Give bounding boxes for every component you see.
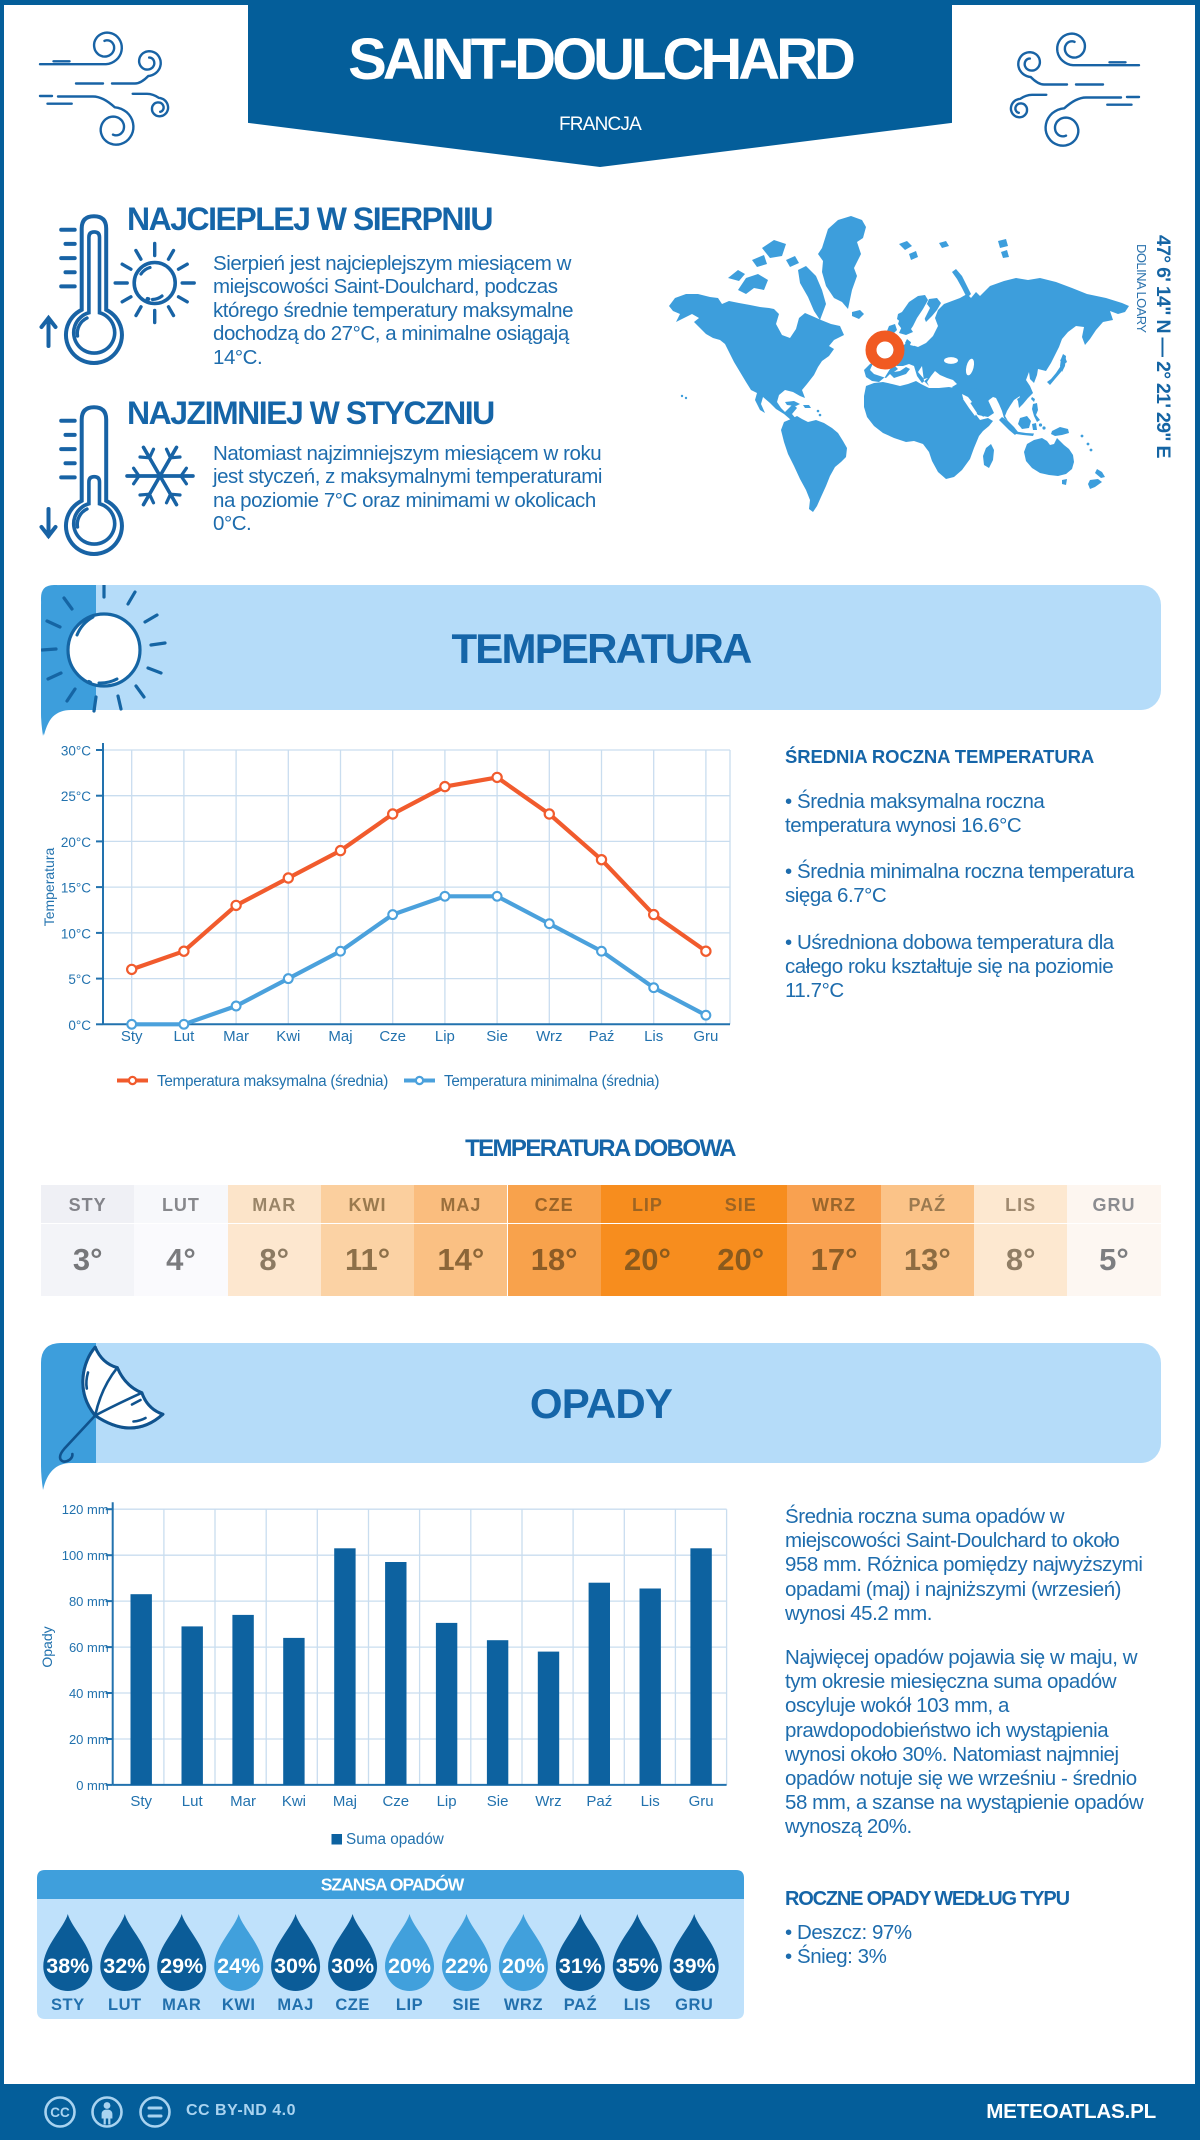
svg-text:KWI: KWI [222,1996,256,2014]
svg-text:Mar: Mar [230,1793,256,1810]
svg-text:LIS: LIS [624,1996,651,2014]
svg-text:40 mm: 40 mm [69,1686,109,1701]
svg-text:Paź: Paź [589,1028,615,1045]
svg-text:32%: 32% [103,1954,146,1978]
svg-text:TEMPERATURA: TEMPERATURA [451,625,752,672]
svg-text:0°C: 0°C [68,1018,91,1033]
svg-text:30%: 30% [331,1954,374,1978]
svg-text:Gru: Gru [689,1793,714,1810]
svg-text:MAJ: MAJ [277,1996,313,2014]
svg-text:10°C: 10°C [61,926,91,941]
svg-text:24%: 24% [217,1954,260,1978]
svg-text:Sie: Sie [487,1793,509,1810]
svg-text:Kwi: Kwi [282,1793,306,1810]
svg-text:0 mm: 0 mm [76,1778,109,1793]
svg-text:20%: 20% [388,1954,431,1978]
svg-text:Temperatura: Temperatura [41,847,57,926]
svg-text:LIP: LIP [396,1996,423,2014]
svg-text:LUT: LUT [108,1996,142,2014]
svg-text:5°C: 5°C [68,972,91,987]
svg-text:20%: 20% [502,1954,545,1978]
svg-text:38%: 38% [46,1954,89,1978]
svg-text:Opady: Opady [40,1626,55,1667]
svg-text:Cze: Cze [379,1028,406,1045]
svg-text:PAŹ: PAŹ [564,1995,597,2014]
svg-text:29%: 29% [160,1954,203,1978]
svg-text:Lis: Lis [641,1793,660,1810]
svg-text:WRZ: WRZ [504,1996,543,2014]
svg-text:120 mm: 120 mm [62,1502,109,1517]
svg-text:Suma opadów: Suma opadów [346,1831,445,1848]
svg-text:Kwi: Kwi [276,1028,300,1045]
svg-text:25°C: 25°C [61,789,91,804]
svg-text:GRU: GRU [675,1996,713,2014]
svg-text:STY: STY [51,1996,85,2014]
svg-text:SZANSA OPADÓW: SZANSA OPADÓW [321,1874,465,1895]
svg-text:Maj: Maj [328,1028,352,1045]
svg-text:Temperatura minimalna (średnia: Temperatura minimalna (średnia) [444,1073,659,1090]
svg-text:Mar: Mar [223,1028,249,1045]
svg-text:Wrz: Wrz [535,1793,561,1810]
svg-text:Sty: Sty [121,1028,143,1045]
svg-text:Sie: Sie [486,1028,508,1045]
svg-text:Wrz: Wrz [536,1028,562,1045]
svg-text:30°C: 30°C [61,744,91,759]
svg-text:31%: 31% [559,1954,602,1978]
svg-text:SIE: SIE [452,1996,480,2014]
svg-text:Cze: Cze [382,1793,409,1810]
svg-text:OPADY: OPADY [530,1380,673,1427]
svg-text:Lut: Lut [173,1028,195,1045]
svg-text:MAR: MAR [162,1996,201,2014]
svg-text:20°C: 20°C [61,835,91,850]
svg-text:22%: 22% [445,1954,488,1978]
svg-text:Paź: Paź [586,1793,612,1810]
svg-text:Lis: Lis [644,1028,663,1045]
svg-text:Lut: Lut [182,1793,204,1810]
svg-text:30%: 30% [274,1954,317,1978]
svg-text:35%: 35% [616,1954,659,1978]
svg-text:Temperatura maksymalna (średni: Temperatura maksymalna (średnia) [157,1073,388,1090]
svg-text:20 mm: 20 mm [69,1732,109,1747]
svg-text:60 mm: 60 mm [69,1640,109,1655]
svg-text:CZE: CZE [335,1996,370,2014]
svg-text:Maj: Maj [333,1793,357,1810]
svg-text:100 mm: 100 mm [62,1548,109,1563]
svg-text:Lip: Lip [435,1028,455,1045]
svg-text:Lip: Lip [437,1793,457,1810]
svg-text:Sty: Sty [130,1793,152,1810]
svg-text:15°C: 15°C [61,881,91,896]
svg-text:80 mm: 80 mm [69,1594,109,1609]
svg-text:Gru: Gru [693,1028,718,1045]
svg-text:CC: CC [50,2105,70,2120]
svg-text:39%: 39% [673,1954,716,1978]
